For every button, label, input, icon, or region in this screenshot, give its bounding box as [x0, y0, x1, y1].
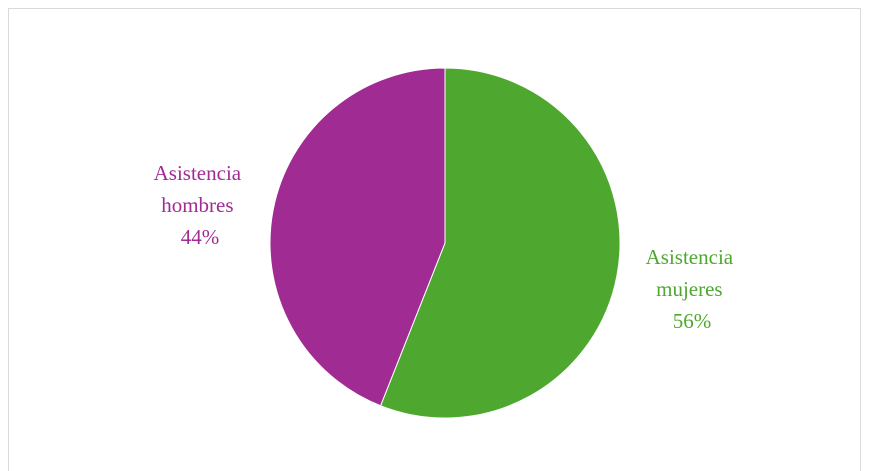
- slice-label-hombres: Asistencia hombres 44%: [154, 161, 247, 249]
- slice-label-mujeres-line1: Asistencia: [646, 245, 734, 269]
- slice-label-hombres-line1: Asistencia: [154, 161, 242, 185]
- slice-label-hombres-percent: 44%: [181, 225, 220, 249]
- slice-label-mujeres: Asistencia mujeres 56%: [646, 245, 739, 333]
- pie-slice-hombres: [269, 67, 446, 407]
- slice-label-mujeres-percent: 56%: [673, 309, 712, 333]
- pie-slice-mujeres: [379, 67, 621, 419]
- slice-label-mujeres-line2: mujeres: [656, 277, 722, 301]
- pie-slices: [269, 67, 621, 419]
- slice-label-hombres-line2: hombres: [161, 193, 233, 217]
